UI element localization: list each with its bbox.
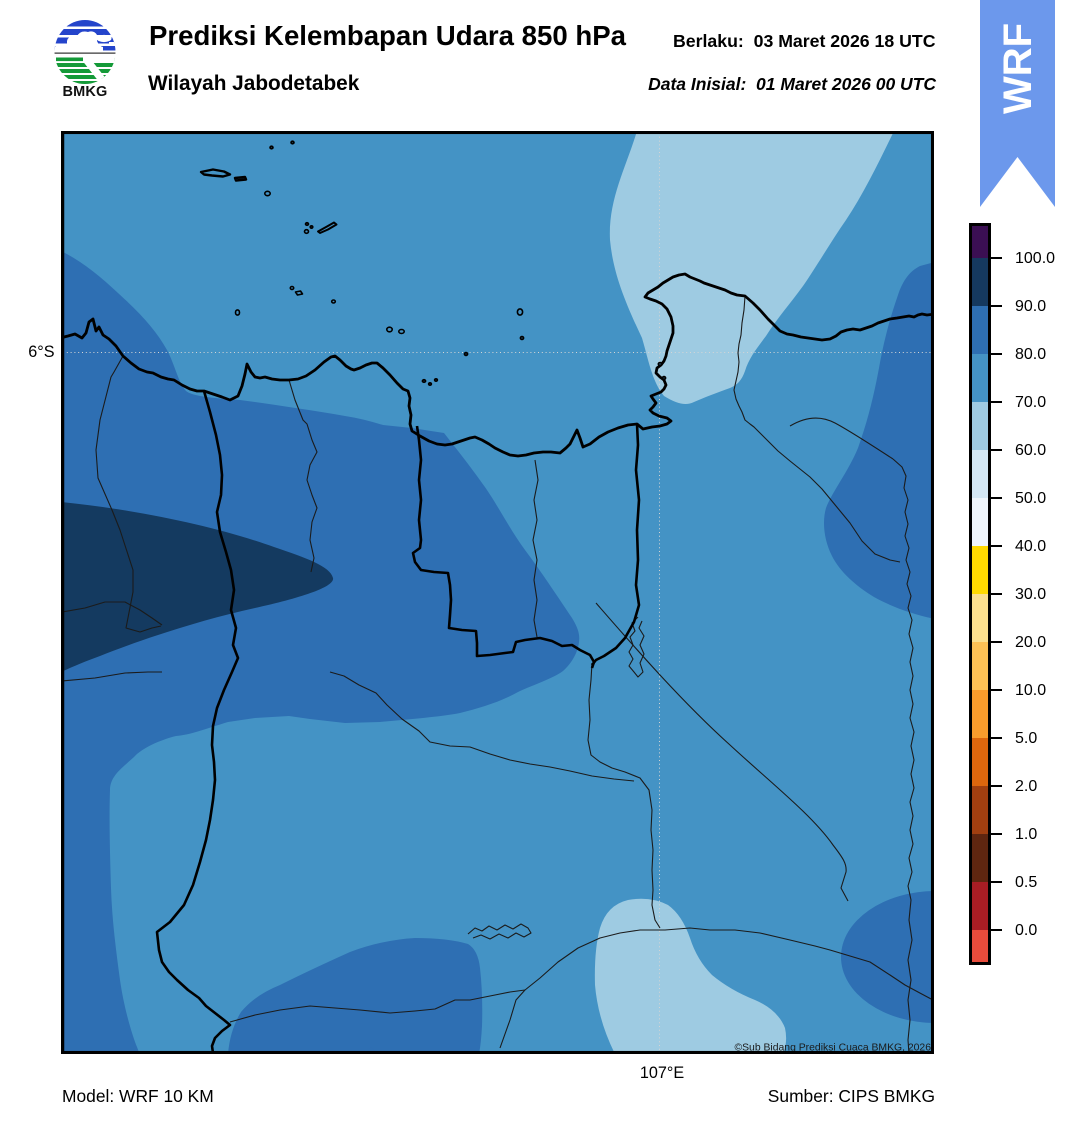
svg-text:©Sub Bidang Prediksi Cuaca BMK: ©Sub Bidang Prediksi Cuaca BMKG, 2026 xyxy=(734,1043,931,1054)
svg-text:WRF: WRF xyxy=(996,23,1040,114)
